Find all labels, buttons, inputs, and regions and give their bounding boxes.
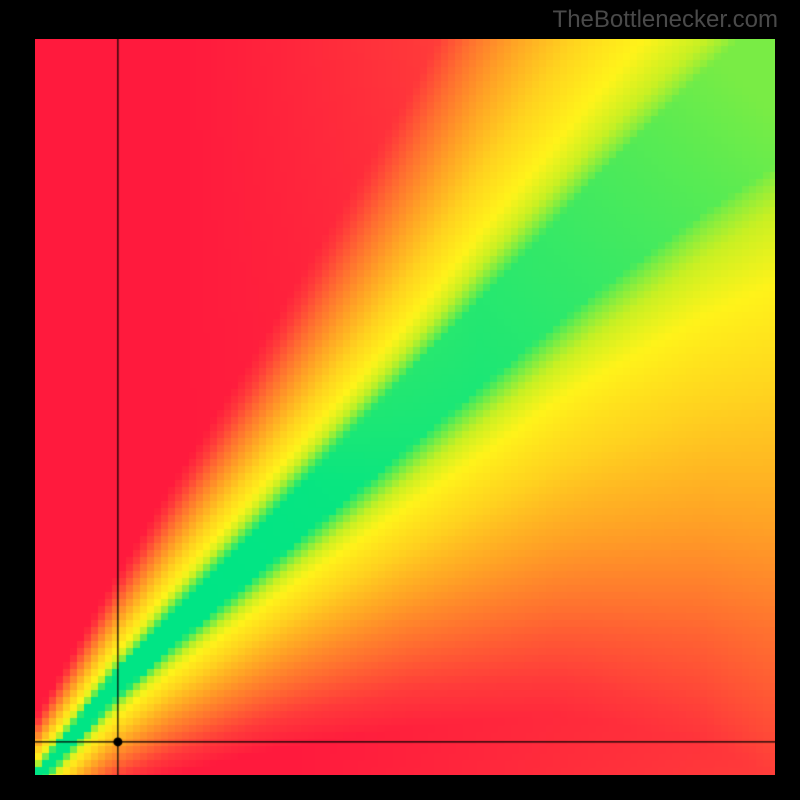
watermark-text: TheBottlenecker.com [553, 6, 778, 34]
chart-container: TheBottlenecker.com [0, 0, 800, 800]
bottleneck-heatmap-canvas [35, 39, 775, 775]
